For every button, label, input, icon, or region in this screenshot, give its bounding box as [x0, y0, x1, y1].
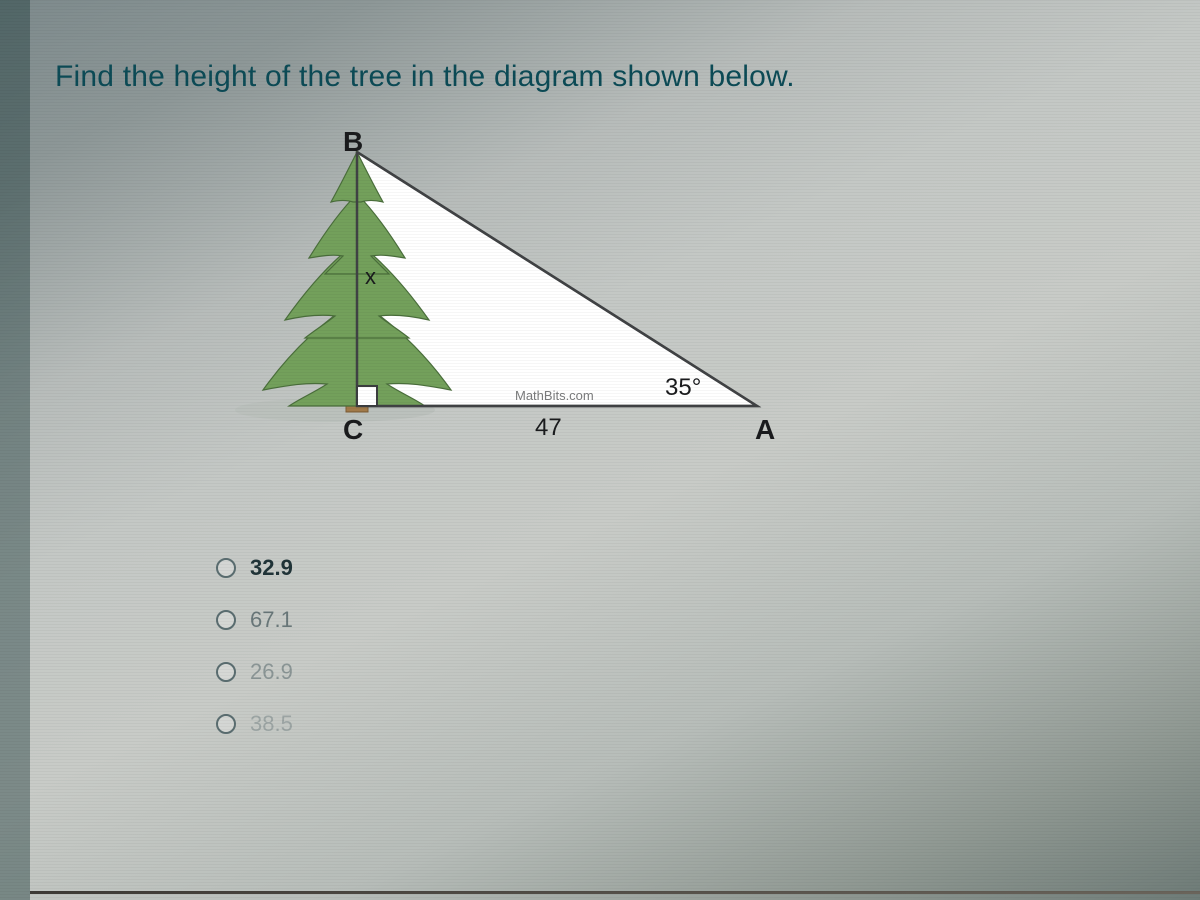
- side-ca-value: 47: [535, 414, 562, 442]
- vertex-label-A: A: [755, 414, 775, 446]
- question-prompt: Find the height of the tree in the diagr…: [55, 60, 1160, 94]
- option-4[interactable]: 38.5: [216, 711, 293, 737]
- radio-icon: [216, 714, 236, 734]
- option-2[interactable]: 67.1: [216, 607, 293, 633]
- option-2-label: 67.1: [250, 607, 293, 633]
- quiz-screen: Find the height of the tree in the diagr…: [0, 0, 1200, 900]
- answer-options: 32.9 67.1 26.9 38.5: [216, 555, 293, 737]
- option-4-label: 38.5: [250, 711, 293, 737]
- radio-icon: [216, 610, 236, 630]
- bottom-rule: [30, 891, 1200, 894]
- option-1[interactable]: 32.9: [216, 555, 293, 581]
- left-margin-band: [0, 0, 30, 900]
- tree-triangle-diagram: B C A x 35° MathBits.com 47: [215, 138, 795, 478]
- option-3-label: 26.9: [250, 659, 293, 685]
- radio-icon: [216, 558, 236, 578]
- side-bc-label: x: [365, 264, 376, 290]
- diagram-watermark: MathBits.com: [515, 388, 594, 403]
- option-3[interactable]: 26.9: [216, 659, 293, 685]
- radio-icon: [216, 662, 236, 682]
- vertex-label-C: C: [343, 414, 363, 446]
- option-1-label: 32.9: [250, 555, 293, 581]
- angle-A-label: 35°: [665, 374, 701, 402]
- vertex-label-B: B: [343, 126, 363, 158]
